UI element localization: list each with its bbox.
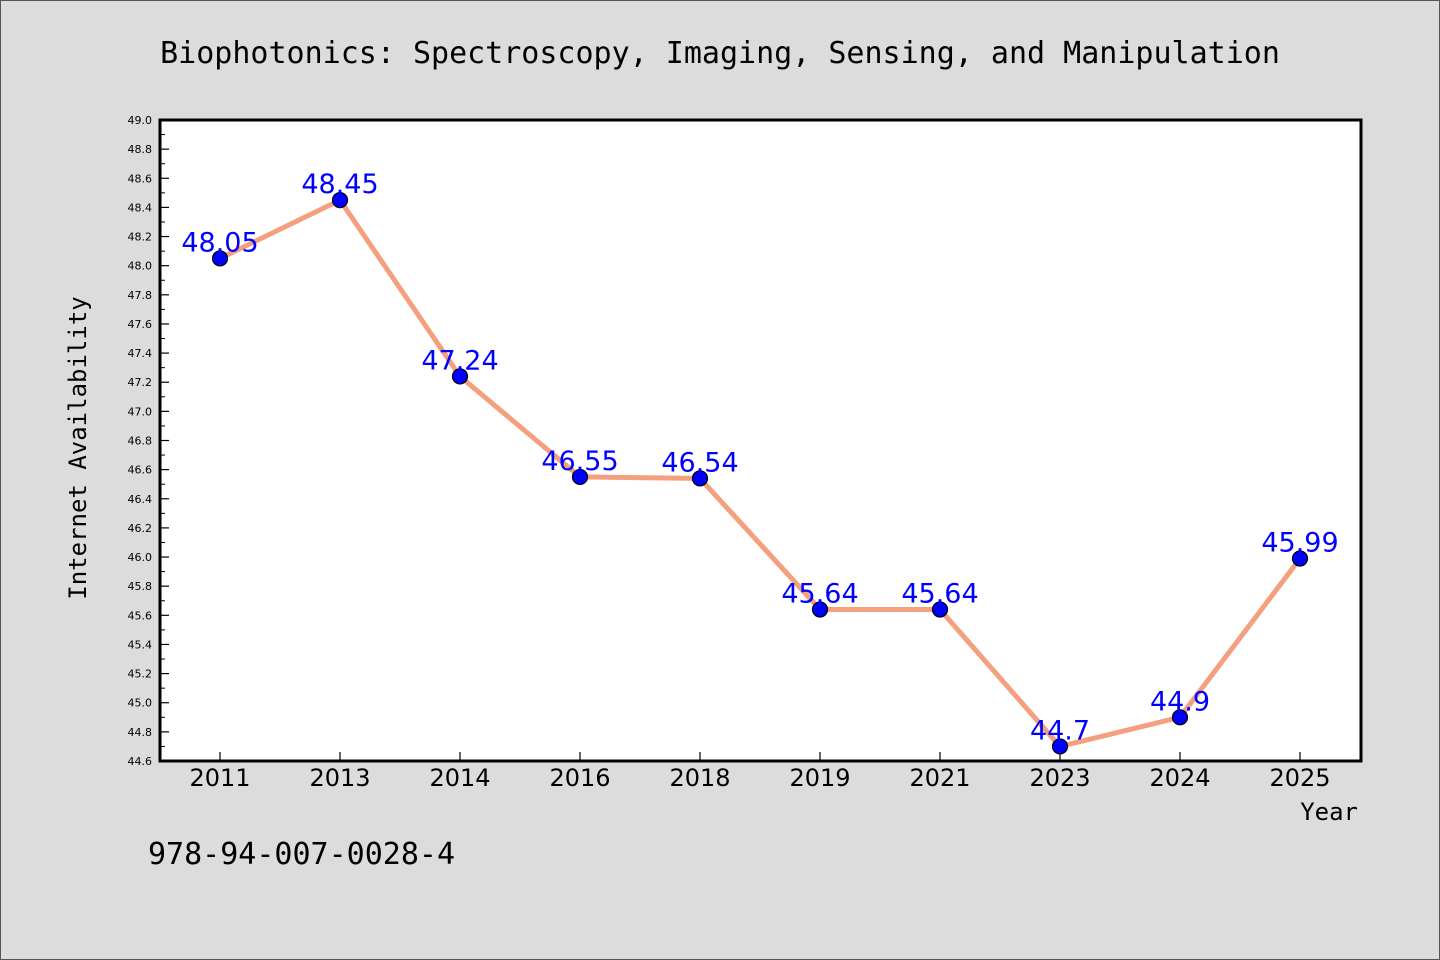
y-tick-label: 46.2 [128, 522, 153, 535]
data-label: 45.99 [1261, 528, 1338, 559]
data-label: 48.45 [301, 169, 378, 200]
y-tick-label: 46.6 [128, 464, 153, 477]
data-label: 44.9 [1150, 686, 1210, 717]
x-axis-label: Year [1300, 798, 1358, 826]
y-tick-label: 45.4 [128, 638, 153, 651]
series-line-group [218, 197, 1302, 749]
y-tick-label: 45.8 [128, 580, 153, 593]
y-axis-label: Internet Availability [64, 296, 92, 599]
plot-area [158, 118, 1363, 763]
x-tick-label: 2014 [429, 764, 490, 792]
data-label: 46.54 [661, 447, 738, 478]
isbn-text: 978-94-007-0028-4 [148, 837, 455, 872]
x-tick-label: 2018 [669, 764, 730, 792]
data-label-group: 48.05 48.45 47.24 46.55 46.54 45.64 45.64 44.7 4… [181, 169, 1338, 746]
x-tick-label: 2011 [189, 764, 250, 792]
x-tick-label: 2013 [309, 764, 370, 792]
data-point [1171, 709, 1189, 726]
data-point [1291, 550, 1309, 567]
data-label: 44.7 [1030, 715, 1090, 746]
y-tick-label: 48.2 [128, 231, 153, 244]
y-tick-label: 46.0 [128, 551, 153, 564]
data-point [811, 601, 829, 618]
y-axis: 44.6 44.8 45.0 45.2 45.4 45.6 45.8 46.0 46.2 46.4… [128, 114, 169, 768]
data-point [571, 468, 589, 486]
y-tick-label: 48.8 [128, 143, 153, 156]
y-tick-label: 44.8 [128, 726, 153, 739]
y-tick-label: 45.2 [128, 668, 153, 681]
chart-title: Biophotonics: Spectroscopy, Imaging, Sen… [160, 36, 1280, 71]
data-point [331, 192, 349, 209]
data-label: 45.64 [781, 578, 858, 609]
y-tick-label: 47.2 [128, 376, 153, 389]
marker-group [211, 192, 1309, 755]
x-tick-label: 2023 [1029, 764, 1090, 792]
series-line [218, 197, 1302, 749]
data-point [931, 601, 949, 618]
data-point [451, 368, 469, 385]
data-label: 48.05 [181, 227, 258, 258]
data-point [211, 250, 229, 267]
y-tick-label: 48.4 [128, 201, 153, 214]
data-point [1051, 738, 1069, 755]
y-tick-label: 47.4 [128, 347, 153, 360]
data-label: 47.24 [421, 345, 498, 376]
y-tick-label: 48.0 [128, 260, 153, 273]
data-label: 46.55 [541, 446, 618, 477]
y-tick-label: 49.0 [128, 114, 153, 127]
x-tick-label: 2019 [789, 764, 850, 792]
y-tick-label: 44.6 [128, 755, 153, 768]
y-tick-label: 45.0 [128, 697, 153, 710]
y-tick-label: 47.6 [128, 318, 153, 331]
y-tick-label: 46.4 [128, 493, 153, 506]
y-tick-label: 48.6 [128, 172, 153, 185]
y-tick-label: 47.8 [128, 289, 153, 302]
x-tick-label: 2021 [909, 764, 970, 792]
y-tick-label: 46.8 [128, 435, 153, 448]
x-tick-label: 2024 [1149, 764, 1210, 792]
x-tick-label: 2016 [549, 764, 610, 792]
x-axis: 2011 2013 2014 2016 2018 2019 2021 2023 2024 2025 [189, 752, 1331, 792]
y-tick-label: 45.6 [128, 609, 153, 622]
data-point [691, 470, 709, 487]
y-tick-label: 47.0 [128, 405, 153, 418]
data-label: 45.64 [901, 578, 978, 609]
x-tick-label: 2025 [1269, 764, 1330, 792]
